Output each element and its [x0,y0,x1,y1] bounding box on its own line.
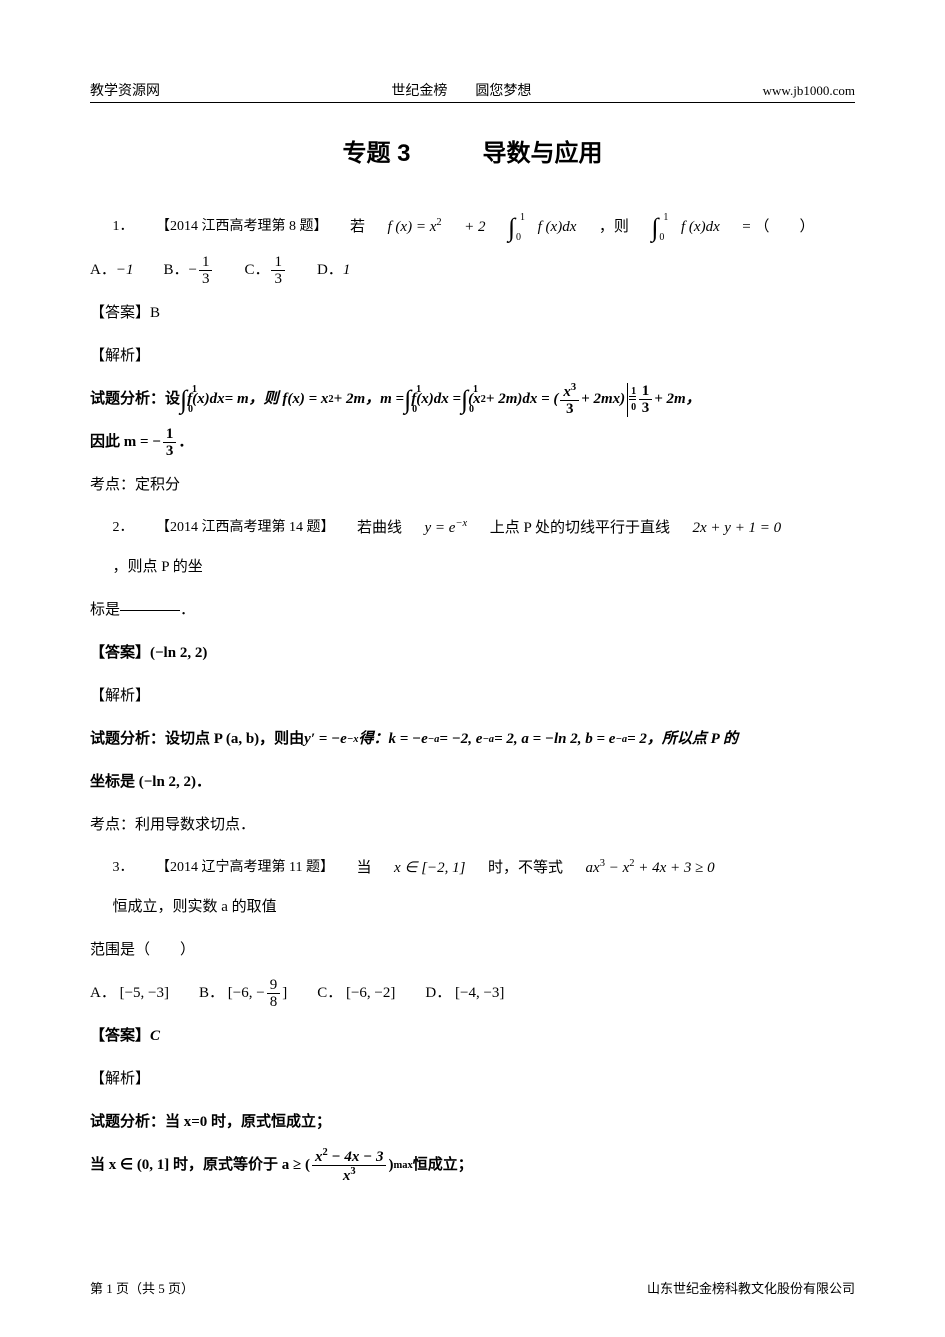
q1-tag: 【2014 江西高考理第 8 题】 [134,209,328,245]
q3-solution-label: 【解析】 [90,1060,855,1099]
q2-answer: 【答案】(−ln 2, 2) [90,634,855,673]
q1-stem: 1． 【2014 江西高考理第 8 题】 若 f (x) = x2 + 2 ∫1… [90,208,855,247]
q2-solution-line2: 坐标是 (−ln 2, 2)． [90,763,855,802]
footer-right: 山东世纪金榜科教文化股份有限公司 [647,1278,855,1297]
q3-cont: 范围是（ ） [90,931,855,970]
q1-text1: 若 [328,208,366,247]
header-right: www.jb1000.com [763,83,855,99]
q1-prefix: 1． [90,209,134,245]
q3-solution-line2: 当 x ∈ (0, 1] 时，原式等价于 a ≥ ( x2 − 4x − 3 x… [90,1146,855,1185]
header-center: 世纪金榜 圆您梦想 [391,80,531,100]
header-left: 教学资源网 [90,80,160,100]
q1-answer: 【答案】B [90,294,855,333]
q3-solution-line1: 试题分析：当 x=0 时，原式恒成立； [90,1103,855,1142]
integral-icon: ∫10 [404,387,411,413]
integral-icon: ∫10 [629,215,659,241]
q3-stem: 3． 【2014 辽宁高考理第 11 题】 当 x ∈ [−2, 1] 时，不等… [90,849,855,927]
q1-eq: = （ ） [720,208,815,247]
q2-kaodian: 考点：利用导数求切点． [90,806,855,845]
eval-bar: 10 [625,383,628,417]
integral-icon: ∫10 [486,215,516,241]
document-page: 教学资源网 世纪金榜 圆您梦想 www.jb1000.com 专题 3 导数与应… [0,0,945,1337]
q1-optD: D．1 [317,251,350,290]
q3-answer: 【答案】C [90,1017,855,1056]
footer-left: 第 1 页（共 5 页） [90,1278,194,1297]
q1-solution-label: 【解析】 [90,337,855,376]
q2-stem: 2． 【2014 江西高考理第 14 题】 若曲线 y = e−x 上点 P 处… [90,509,855,587]
q1-options: A．−1 B．−13 C．13 D．1 [90,251,855,290]
q1-solution-line1: 试题分析：设 ∫10 f(x)dx = m，则 f(x) = x2 + 2m，m… [90,380,855,419]
page-header: 教学资源网 世纪金榜 圆您梦想 www.jb1000.com [90,80,855,103]
q1-kaodian: 考点：定积分 [90,466,855,505]
integral-icon: ∫10 [180,387,187,413]
q1-solution-line2: 因此 m = − 13 ． [90,423,855,462]
q3-options: A． [−5, −3] B． [−6, −98] C． [−6, −2] D． … [90,974,855,1013]
q3-optB: B． [−6, −98] [199,974,287,1013]
q1-optA: A．−1 [90,251,133,290]
q3-optC: C． [−6, −2] [317,974,395,1013]
q1-optC: C．13 [244,251,287,290]
q2-yeq: y = e−x [402,509,467,548]
q3-optD: D． [−4, −3] [425,974,504,1013]
q1-optB: B．−13 [163,251,214,290]
q1-plus2: + 2 [442,208,486,247]
q1-text3: ，则 [576,208,629,247]
page-footer: 第 1 页（共 5 页） 山东世纪金榜科教文化股份有限公司 [90,1278,855,1297]
q3-frac: x2 − 4x − 3 x3 [312,1147,386,1185]
integral-icon: ∫10 [461,387,468,413]
q2-solution-label: 【解析】 [90,677,855,716]
q2-solution-line1: 试题分析：设切点 P (a, b)，则由 y′ = −e−x 得：k = −e−… [90,720,855,759]
q1-fx: f (x) = x2 [365,208,442,247]
document-title: 专题 3 导数与应用 [90,133,855,168]
q3-optA: A． [−5, −3] [90,974,169,1013]
q3-ineq: ax3 − x2 + 4x + 3 ≥ 0 [563,849,715,888]
blank-line [120,610,180,611]
q2-cont: 标是． [90,591,855,630]
